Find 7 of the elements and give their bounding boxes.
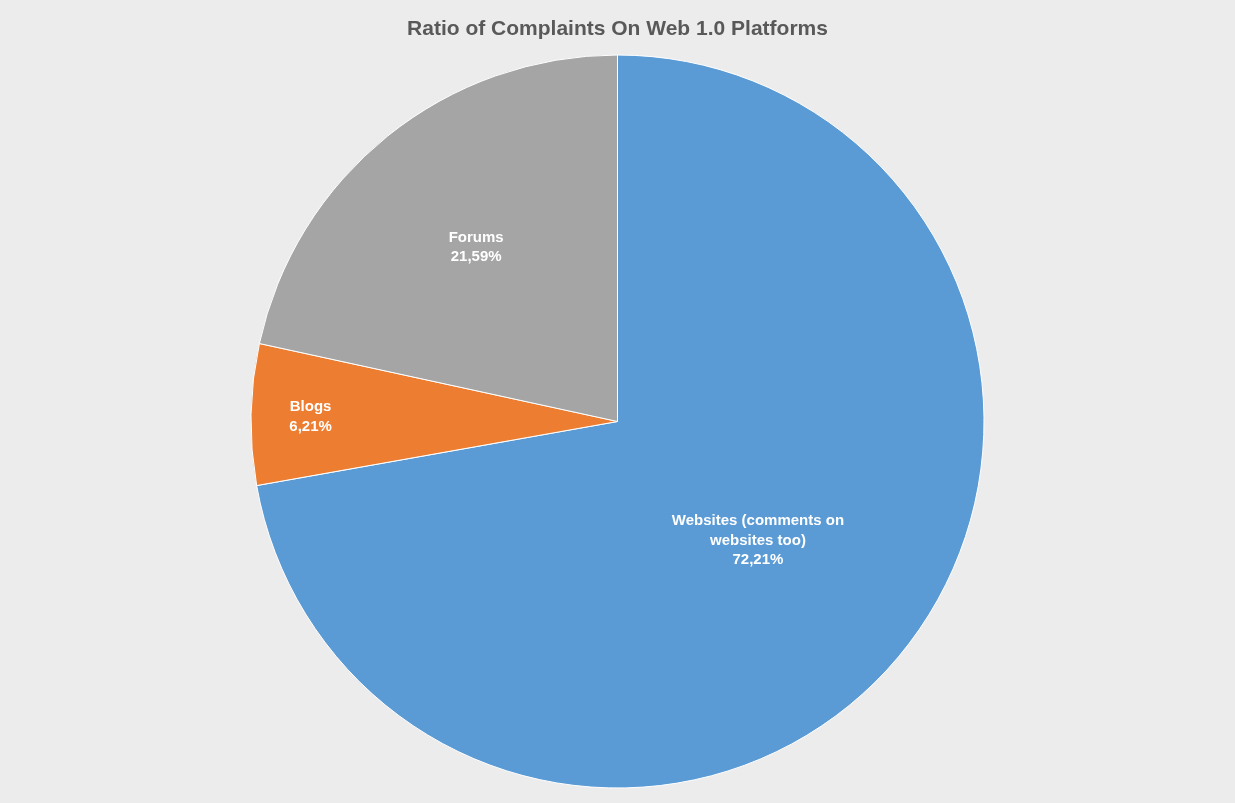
slice-label: Forums (448, 227, 504, 245)
slice-label: Blogs (289, 397, 332, 415)
data-label: 72,21% (732, 550, 784, 568)
chart-title: Ratio of Complaints On Web 1.0 Platforms (407, 15, 828, 39)
slice-label: Websites (comments on websites too) (671, 511, 845, 548)
data-label: 21,59% (450, 247, 502, 265)
data-label: 6,21% (289, 416, 332, 434)
